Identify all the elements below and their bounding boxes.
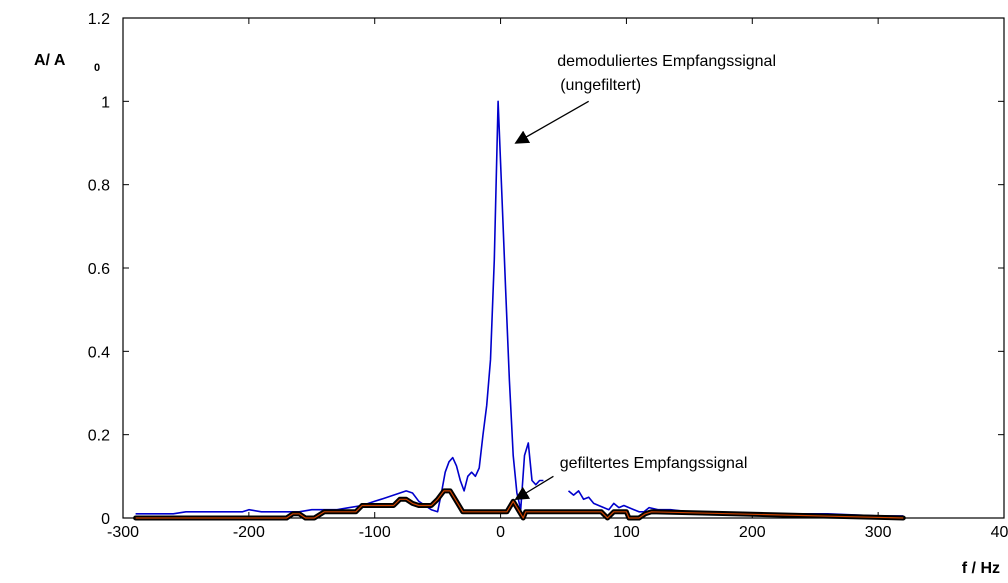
- x-tick-label: 200: [739, 524, 766, 541]
- x-tick-label: 400: [991, 524, 1008, 541]
- series-unfiltered-line: [135, 100, 544, 515]
- y-axis-title: A/ A: [34, 52, 66, 69]
- x-tick-label: -300: [107, 524, 139, 541]
- annotation-layer: demoduliertes Empfangssignal (ungefiltert…: [514, 53, 776, 500]
- x-tick-label: -100: [359, 524, 391, 541]
- y-axis-title-subscript: 0: [94, 62, 100, 74]
- y-tick-label: 0.6: [88, 261, 110, 278]
- annotation-1: demoduliertes Empfangssignal (ungefiltert…: [514, 53, 776, 144]
- y-tick-label: 1: [101, 94, 110, 111]
- x-tick-label: 0: [496, 524, 505, 541]
- series-layer: [133, 100, 906, 521]
- annotation-arrow: [514, 475, 554, 500]
- y-tick-label: 0.8: [88, 178, 110, 195]
- annotation-text: gefiltertes Empfangssignal: [560, 455, 748, 472]
- x-tick-label: -200: [233, 524, 265, 541]
- y-tick-label: 0.4: [88, 344, 110, 361]
- y-tick-label: 1.2: [88, 11, 110, 28]
- annotation-arrow: [514, 100, 589, 144]
- x-tick-label: 300: [865, 524, 892, 541]
- x-axis-title: f / Hz: [962, 560, 1000, 577]
- annotation-2: gefiltertes Empfangssignal: [514, 455, 748, 500]
- y-tick-label: 0: [101, 511, 110, 528]
- series-filtered-line: [135, 490, 904, 519]
- annotation-text-line2: (ungefiltert): [560, 77, 641, 94]
- x-tick-label: 100: [613, 524, 640, 541]
- y-tick-label: 0.2: [88, 428, 110, 445]
- ticks-layer: -300 -200 -100 0 100 200 300 400 0 0.2 0.4 0.6 0.8 1 1…: [88, 11, 1008, 541]
- annotation-text: demoduliertes Empfangssignal: [557, 53, 776, 70]
